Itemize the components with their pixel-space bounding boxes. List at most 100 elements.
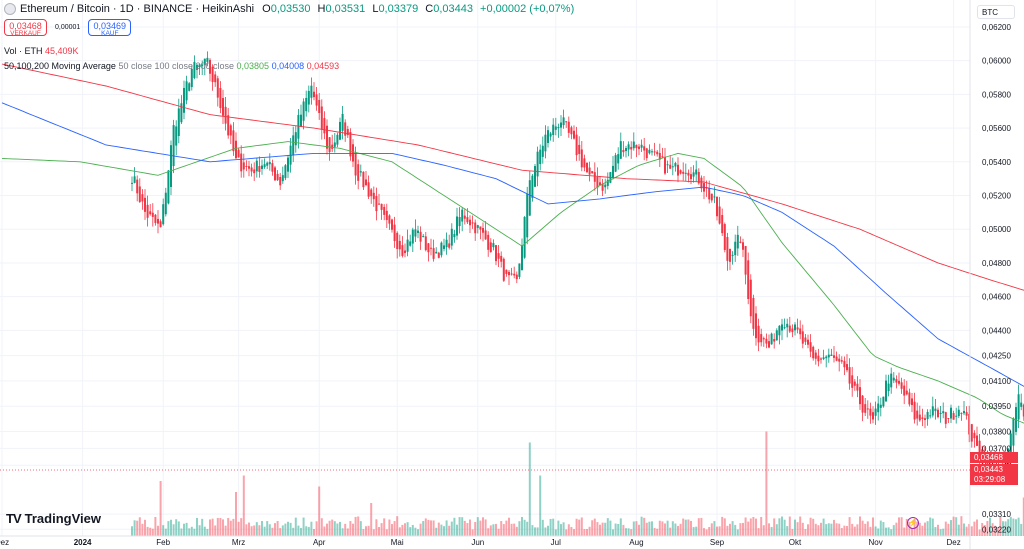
volume-bar [978,529,981,536]
candle-body [419,231,422,242]
volume-bar [367,525,370,536]
ma50-line [1,141,1024,424]
volume-bar [378,527,380,536]
candle-body [820,358,822,360]
volume-bar [1020,523,1023,536]
lightning-icon[interactable]: ⚡ [907,517,919,529]
ma-legend[interactable]: 50,100,200 Moving Average 50 close 100 c… [4,61,340,71]
volume-bar [1012,518,1015,536]
volume-bar [651,521,653,536]
candle-body [430,247,432,249]
buy-button[interactable]: 0,03469 KAUF [88,19,132,37]
volume-bar [807,524,809,536]
volume-bar [911,528,913,536]
candle-body [960,412,963,414]
candle-body [136,179,139,194]
volume-bar [193,528,196,536]
volume-bar [770,526,773,536]
volume-bar [768,523,770,536]
volume-bar [391,524,393,536]
candle-body [578,144,581,154]
volume-bar [159,481,162,536]
volume-bar [227,517,230,536]
volume-bar [599,524,601,536]
candle-body [835,356,838,361]
volume-bar [177,521,180,536]
volume-bar [744,517,747,536]
volume-bar [669,527,672,536]
volume-bar [596,522,599,536]
volume-bar [513,523,516,536]
candle-body [567,121,570,133]
candle-body [924,418,926,421]
candle-body [788,325,791,332]
candle-body [612,165,614,178]
currency-selector[interactable]: BTC [977,5,1015,19]
candle-body [809,342,812,352]
candle-body [729,248,731,262]
candle-body [856,383,859,391]
candle-body [443,245,445,249]
time-axis: Dez 2024 Feb Mrz Apr Mai Jun Jul Aug Sep Okt Nov Dez [0,538,961,547]
candle-body [827,354,830,358]
volume-bar [648,521,651,536]
candle-body [1020,402,1023,407]
ohlc-values: O0,03530 H0,03531 L0,03379 C0,03443 +0,0… [262,3,575,15]
volume-bar [237,521,240,536]
candle-body [596,176,599,188]
candle-body [219,87,222,109]
volume-bar [679,523,682,536]
candle-body [674,163,677,167]
candle-body [177,108,180,137]
volume-bar [853,526,856,536]
candle-body [757,325,760,343]
volume-bar [937,524,939,536]
volume-bar [968,523,971,536]
time-tick-label: Jul [551,538,561,547]
volume-bar [604,522,607,536]
volume-bar [848,517,851,536]
volume-bar [552,518,555,536]
volume-bar [359,521,362,536]
candle-body [258,165,261,172]
volume-bar [349,521,352,536]
candle-body [583,158,586,168]
candle-body [695,169,698,175]
candle-body [911,398,913,406]
candle-body [601,183,604,191]
volume-bar [908,521,911,536]
tradingview-logo[interactable]: TV TradingView [6,511,101,526]
sell-button[interactable]: 0,03468 VERKAUF [4,19,47,37]
volume-bar [630,529,633,536]
candle-body [367,182,370,197]
volume-legend[interactable]: Vol · ETH 45,409K [4,46,79,56]
candle-body [261,165,263,169]
volume-bar [755,518,757,536]
volume-bar [255,522,258,536]
candle-body [284,165,287,179]
volume-bar [747,521,750,536]
volume-bar [812,518,815,536]
candle-body [331,144,334,149]
symbol-legend[interactable]: Ethereum / Bitcoin · 1D · BINANCE · Heik… [4,3,578,15]
candle-body [167,170,170,204]
candle-body [307,90,310,105]
candle-body [495,245,497,262]
candle-body [1022,404,1024,417]
volume-bar [518,521,521,536]
candle-body [528,180,531,216]
volume-bar [887,527,890,536]
volume-bar [942,528,945,536]
candle-body [526,193,529,238]
volume-bar [266,521,269,536]
volume-bar [406,522,409,536]
volume-bar [983,525,986,536]
candle-body [804,337,807,342]
candle-body [417,230,419,233]
candle-body [913,401,916,420]
spread-value: 0,00001 [55,24,81,31]
volume-bar [612,529,614,536]
volume-bar [461,517,464,536]
volume-bar [749,518,752,536]
